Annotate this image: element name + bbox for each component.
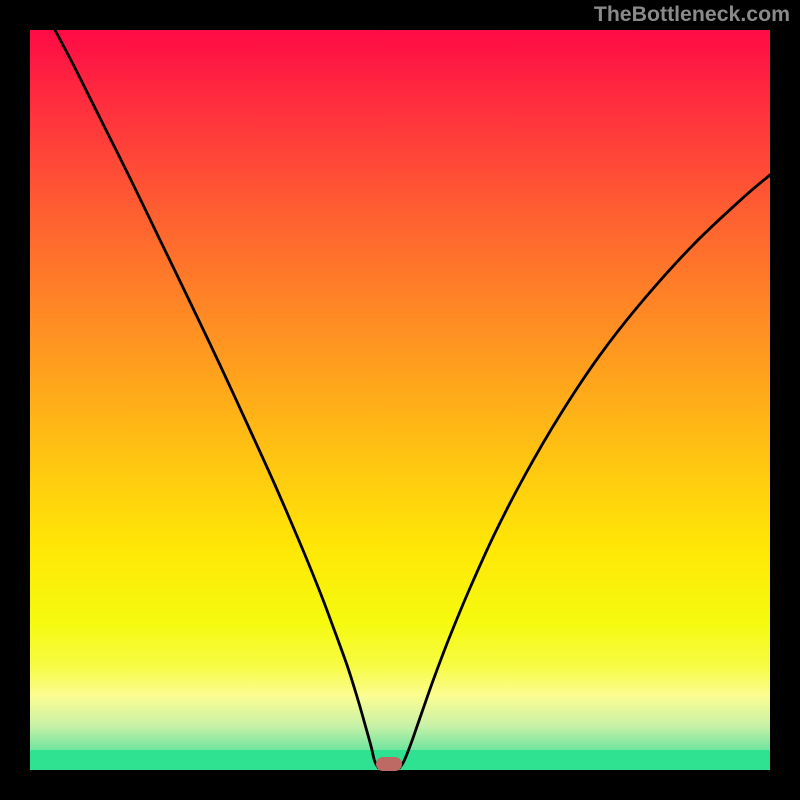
- chart-svg: [0, 0, 800, 800]
- optimum-marker: [376, 757, 402, 771]
- heatmap-gradient-background: [30, 30, 770, 770]
- chart-stage: TheBottleneck.com: [0, 0, 800, 800]
